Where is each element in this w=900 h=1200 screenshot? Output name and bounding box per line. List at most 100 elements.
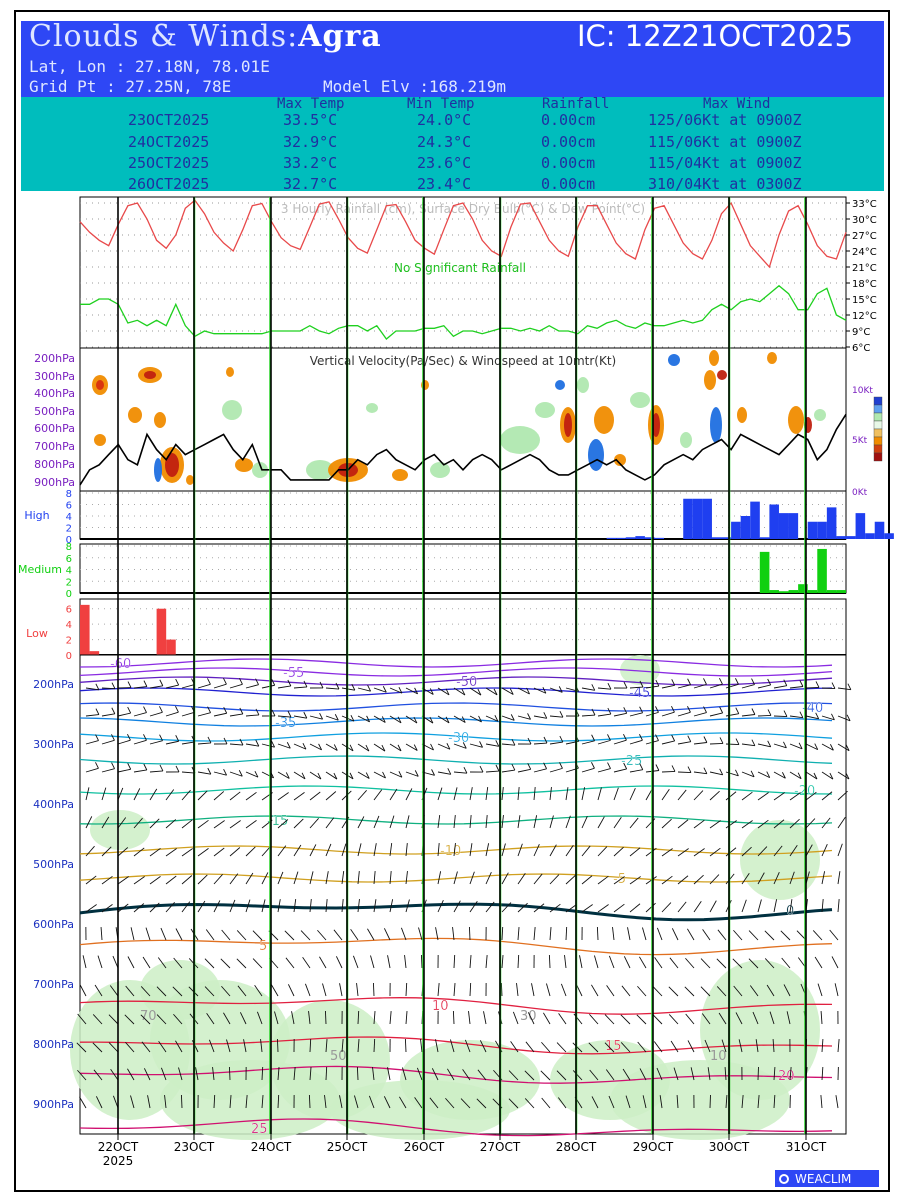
wind-barb-flag: [367, 685, 371, 692]
low-cloud-label: Low: [26, 627, 48, 640]
low-cloud-tick-label: 6: [66, 605, 72, 616]
wind-barb: [485, 687, 498, 696]
wind-barb: [625, 1095, 631, 1109]
wind-barb: [773, 1067, 776, 1081]
wind-barb-flag: [175, 706, 179, 713]
medium-cloud-tick-label: 4: [66, 566, 72, 577]
wind-barb-flag: [829, 772, 834, 780]
wind-barb: [613, 768, 627, 773]
wind-barb: [197, 900, 206, 913]
wind-barb: [636, 1014, 647, 1025]
vv-contour-blob: [788, 406, 804, 434]
wind-barb: [405, 788, 413, 801]
wind-barb: [789, 844, 798, 857]
wind-barb: [501, 902, 512, 913]
wind-barb: [293, 871, 299, 885]
wind-barb-flag: [397, 744, 402, 752]
wind-barb: [308, 1011, 311, 1025]
wind-barb: [453, 954, 456, 969]
wind-barb: [356, 983, 359, 997]
x-tick-label: 27OCT: [480, 1140, 521, 1154]
wind-barb: [229, 820, 241, 829]
wind-barb-flag: [543, 762, 547, 769]
wind-barb: [117, 876, 129, 885]
wind-barb: [237, 985, 247, 997]
wind-barb: [716, 958, 727, 969]
wind-barb: [229, 771, 243, 777]
wind-barb: [629, 686, 643, 689]
wind-barb: [485, 770, 499, 773]
wind-barb: [709, 683, 723, 689]
wind-barb: [479, 1040, 487, 1053]
wind-barb: [709, 743, 724, 745]
wind-barb: [613, 739, 627, 745]
wind-barb: [724, 1067, 727, 1081]
dewpoint-series-line: [80, 284, 847, 340]
wind-barb: [435, 927, 439, 941]
wind-barb-flag: [382, 686, 387, 693]
wind-barb: [524, 1070, 535, 1081]
wind-barb: [277, 743, 291, 749]
vv-contour-blob: [717, 370, 727, 380]
wind-barb: [197, 819, 209, 829]
wind-barb: [197, 790, 208, 801]
row-rainfall: 0.00cm: [541, 154, 596, 172]
wind-barb: [671, 928, 679, 941]
wind-barb: [613, 817, 622, 829]
wind-barb: [725, 820, 737, 829]
wind-barb: [709, 771, 723, 776]
wind-barb: [661, 875, 673, 885]
vv-contour-blob: [306, 460, 334, 480]
wind-barb: [604, 1014, 615, 1025]
wind-barb: [112, 955, 119, 969]
wind-barb: [245, 714, 259, 717]
row-min-temp: 23.6°C: [417, 154, 472, 172]
wind-barb: [517, 715, 531, 720]
isotherm-line: [79, 702, 833, 712]
wind-barb-flag: [446, 743, 451, 750]
wind-barb: [173, 1013, 183, 1025]
wind-barb: [254, 985, 263, 997]
wind-barb-flag: [254, 770, 259, 778]
wind-barb: [221, 929, 231, 941]
wind-barb: [805, 743, 818, 751]
wind-barb: [437, 687, 450, 696]
wind-barb: [85, 875, 97, 885]
wind-barb: [821, 743, 834, 751]
wind-barb: [206, 1013, 215, 1025]
high-cloud-bar: [635, 536, 645, 539]
title-place: Agra: [298, 19, 382, 54]
vv-contour-blob: [144, 371, 156, 379]
wind-barb: [668, 1014, 679, 1025]
wind-barb: [629, 903, 641, 913]
high-cloud-bar: [836, 536, 846, 539]
isotherm-label: 10: [432, 999, 449, 1014]
wind-barb: [418, 927, 423, 941]
wind-barb: [757, 715, 772, 717]
wind-barb: [261, 899, 266, 913]
wind-barb: [229, 847, 241, 857]
medium-cloud-tick-label: 6: [66, 554, 72, 565]
medium-cloud-bar: [817, 548, 827, 593]
wind-barb: [805, 844, 813, 857]
wind-barb: [780, 930, 791, 941]
high-cloud-bar: [759, 537, 770, 539]
wind-barb: [142, 956, 151, 969]
wind-barb: [339, 1095, 343, 1109]
wind-barb-flag: [783, 710, 788, 717]
vv-contour-blob: [366, 403, 378, 413]
wind-barb-flag: [414, 770, 419, 777]
wind-barb: [755, 1039, 759, 1053]
wind-barb: [293, 899, 297, 913]
wind-barb-flag: [95, 683, 100, 691]
wind-barb: [673, 1067, 679, 1081]
wind-barb: [165, 789, 175, 801]
wind-barb: [709, 900, 717, 913]
wind-barb: [133, 686, 147, 689]
wind-barb: [130, 1095, 135, 1109]
wind-barb: [837, 816, 846, 829]
wind-barb: [368, 1095, 375, 1109]
wind-barb-flag: [463, 766, 468, 774]
wind-barb: [741, 791, 753, 801]
wind-barb: [149, 740, 163, 745]
